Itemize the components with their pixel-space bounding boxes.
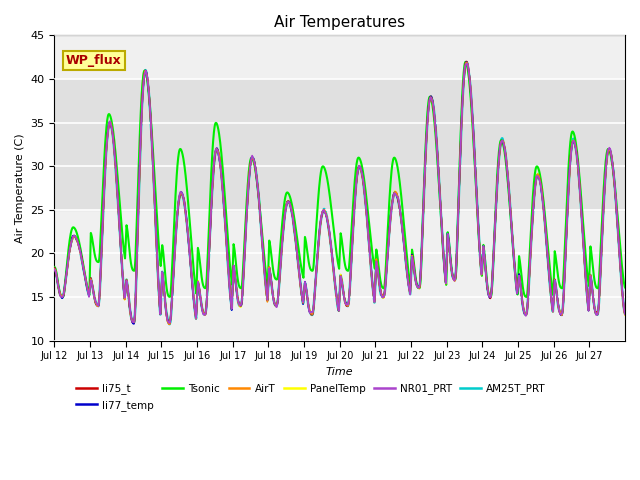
X-axis label: Time: Time: [326, 367, 353, 376]
NR01_PRT: [614, 234, 622, 240]
Title: Air Temperatures: Air Temperatures: [274, 15, 405, 30]
li77_temp: [475, 235, 483, 241]
Y-axis label: Air Temperature (C): Air Temperature (C): [15, 133, 25, 243]
Line: li77_temp: li77_temp: [54, 62, 625, 324]
li75_t: [614, 233, 622, 239]
AirT: [475, 235, 483, 241]
li77_temp: [559, 309, 566, 314]
Tsonic: [314, 194, 322, 200]
NR01_PRT: [463, 60, 471, 66]
AM25T_PRT: [559, 308, 566, 314]
li75_t: [621, 311, 629, 316]
Line: NR01_PRT: NR01_PRT: [54, 63, 625, 323]
AirT: [140, 78, 147, 84]
PanelTemp: [462, 59, 470, 65]
Tsonic: [559, 284, 566, 290]
AM25T_PRT: [463, 60, 470, 65]
PanelTemp: [614, 231, 622, 237]
AM25T_PRT: [614, 232, 622, 238]
li75_t: [463, 59, 470, 64]
PanelTemp: [166, 321, 173, 327]
NR01_PRT: [621, 312, 629, 317]
Tsonic: [621, 285, 629, 290]
AirT: [621, 312, 629, 317]
Bar: [54, 79, 625, 210]
AirT: [165, 321, 173, 327]
PanelTemp: [51, 267, 58, 273]
Line: li75_t: li75_t: [54, 61, 625, 324]
AirT: [559, 309, 566, 314]
li77_temp: [621, 311, 629, 317]
li75_t: [325, 228, 333, 234]
AirT: [314, 243, 322, 249]
li75_t: [165, 321, 173, 327]
NR01_PRT: [314, 242, 322, 248]
AirT: [614, 233, 622, 239]
li75_t: [475, 234, 483, 240]
AirT: [51, 266, 58, 272]
AM25T_PRT: [51, 266, 58, 272]
NR01_PRT: [140, 79, 147, 85]
PanelTemp: [325, 228, 333, 234]
NR01_PRT: [166, 320, 173, 326]
Legend: li75_t, li77_temp, Tsonic, AirT, PanelTemp, NR01_PRT, AM25T_PRT: li75_t, li77_temp, Tsonic, AirT, PanelTe…: [72, 379, 550, 415]
Line: Tsonic: Tsonic: [54, 62, 625, 297]
li77_temp: [314, 242, 322, 248]
Tsonic: [475, 236, 483, 241]
li75_t: [314, 242, 322, 248]
Tsonic: [325, 188, 333, 194]
AM25T_PRT: [140, 78, 147, 84]
Text: WP_flux: WP_flux: [66, 54, 122, 67]
PanelTemp: [559, 307, 566, 313]
li77_temp: [614, 233, 622, 239]
li75_t: [140, 78, 147, 84]
li77_temp: [463, 59, 470, 65]
Line: PanelTemp: PanelTemp: [54, 62, 625, 324]
NR01_PRT: [51, 267, 58, 273]
Tsonic: [461, 59, 469, 65]
AM25T_PRT: [166, 321, 173, 327]
PanelTemp: [475, 235, 483, 240]
AM25T_PRT: [475, 234, 483, 240]
Line: AM25T_PRT: AM25T_PRT: [54, 62, 625, 324]
li75_t: [559, 308, 566, 314]
PanelTemp: [314, 244, 322, 250]
NR01_PRT: [559, 307, 566, 313]
li77_temp: [130, 321, 138, 327]
NR01_PRT: [475, 235, 483, 241]
AM25T_PRT: [325, 228, 333, 234]
Line: AirT: AirT: [54, 62, 625, 324]
NR01_PRT: [325, 227, 333, 232]
AirT: [463, 60, 470, 65]
AM25T_PRT: [621, 311, 629, 316]
AirT: [325, 228, 333, 234]
Tsonic: [614, 222, 622, 228]
Tsonic: [51, 264, 58, 270]
li77_temp: [51, 265, 58, 271]
PanelTemp: [140, 77, 147, 83]
li77_temp: [140, 75, 148, 81]
li75_t: [51, 265, 58, 271]
Tsonic: [140, 69, 148, 74]
Tsonic: [59, 294, 67, 300]
li77_temp: [325, 228, 333, 233]
PanelTemp: [621, 312, 629, 318]
AM25T_PRT: [314, 243, 322, 249]
